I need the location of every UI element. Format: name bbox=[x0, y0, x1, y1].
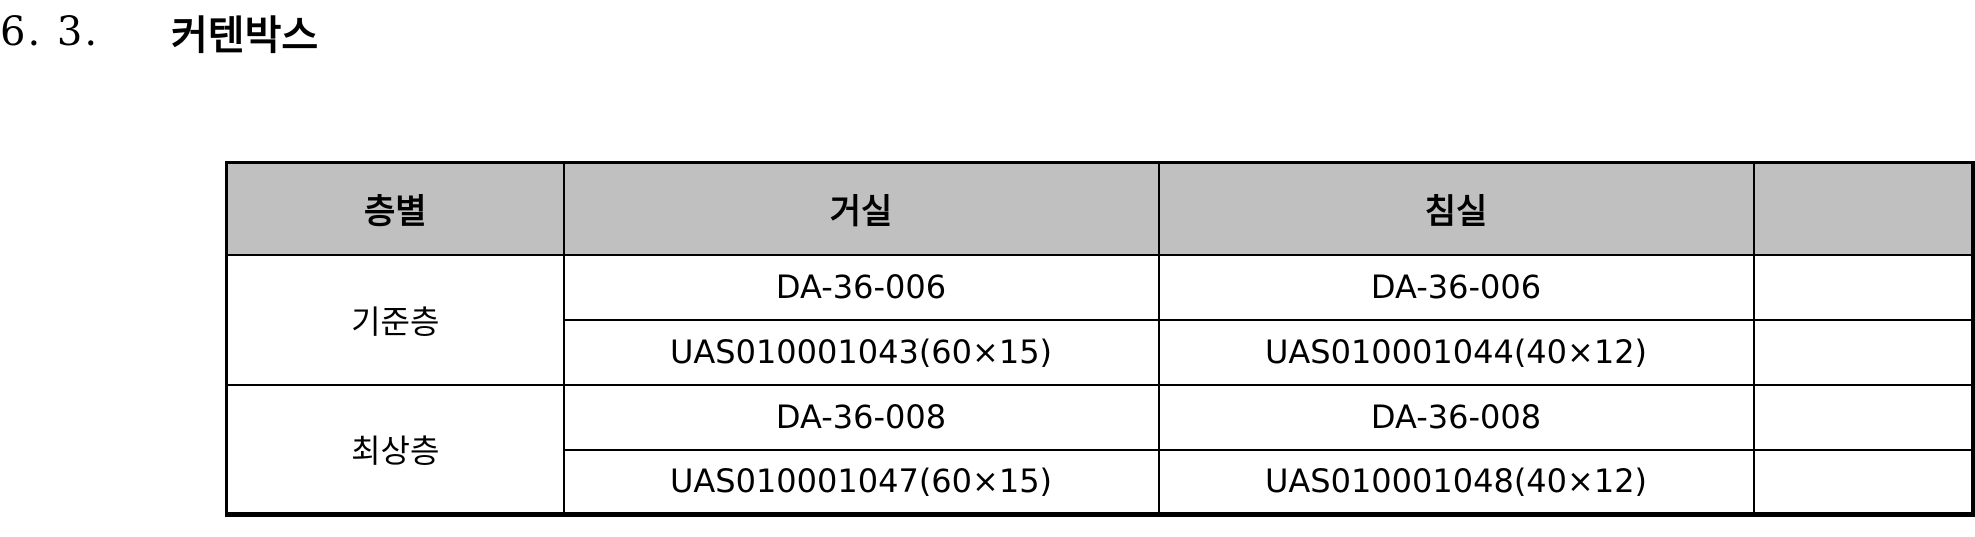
living-room-cell: DA-36-008 bbox=[562, 383, 1160, 451]
table-row: 최상층 DA-36-008 DA-36-008 bbox=[225, 383, 1975, 517]
note-cell bbox=[1752, 383, 1975, 451]
section-heading: 6. 3. 커텐박스 bbox=[0, 8, 318, 59]
note-cell bbox=[1752, 318, 1975, 386]
section-number: 6. 3. bbox=[0, 9, 100, 55]
floor-cell-standard: 기준층 bbox=[225, 253, 565, 386]
section-title: 커텐박스 bbox=[171, 12, 319, 59]
table-row: 기준층 DA-36-006 DA-36-006 bbox=[225, 253, 1975, 386]
bedroom-cell: UAS010001044(40×12) bbox=[1157, 318, 1755, 386]
table-header-row: 층별 거실 침실 bbox=[225, 161, 1975, 256]
bedroom-cell: DA-36-006 bbox=[1157, 253, 1755, 321]
living-room-cell: UAS010001043(60×15) bbox=[562, 318, 1160, 386]
table-row: UAS010001047(60×15) UAS010001048(40×12) bbox=[227, 448, 1975, 517]
curtain-box-table: 층별 거실 침실 기준층 DA-36-006 DA-36-006 UAS0100… bbox=[225, 161, 1975, 517]
living-room-cell: UAS010001047(60×15) bbox=[562, 448, 1160, 517]
header-floor: 층별 bbox=[225, 161, 565, 256]
living-room-cell: DA-36-006 bbox=[562, 253, 1160, 321]
note-cell bbox=[1752, 448, 1975, 517]
bedroom-cell: DA-36-008 bbox=[1157, 383, 1755, 451]
header-bedroom: 침실 bbox=[1157, 161, 1755, 256]
bedroom-cell: UAS010001048(40×12) bbox=[1157, 448, 1755, 517]
table-row: UAS010001043(60×15) UAS010001044(40×12) bbox=[227, 318, 1975, 386]
note-cell bbox=[1752, 253, 1975, 321]
floor-cell-top: 최상층 bbox=[225, 383, 565, 517]
header-note bbox=[1752, 161, 1975, 256]
header-living-room: 거실 bbox=[562, 161, 1160, 256]
